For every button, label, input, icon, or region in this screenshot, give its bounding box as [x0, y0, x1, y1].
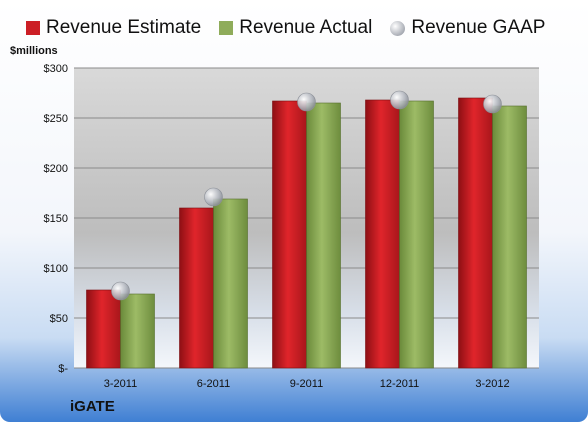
- bar-revenue-estimate: [365, 99, 400, 369]
- marker-revenue-gaap: [390, 90, 409, 110]
- bar-revenue-actual: [399, 100, 434, 369]
- legend-label-actual: Revenue Actual: [239, 17, 373, 38]
- legend-item-estimate: Revenue Estimate: [26, 17, 201, 39]
- y-tick-label: $250: [44, 113, 68, 125]
- y-tick-label: $150: [44, 213, 68, 225]
- x-tick-label: 12-2011: [380, 378, 420, 390]
- marker-revenue-gaap: [204, 187, 223, 207]
- marker-revenue-gaap: [111, 281, 130, 301]
- x-tick-label: 6-2011: [197, 378, 230, 390]
- legend-swatch-gaap: [390, 20, 406, 36]
- x-tick-label: 9-2011: [290, 378, 323, 390]
- y-tick-label: $300: [44, 63, 68, 75]
- y-tick-label: $-: [58, 363, 68, 375]
- bar-revenue-estimate: [179, 207, 214, 369]
- legend-swatch-actual: [219, 21, 234, 35]
- legend-label-estimate: Revenue Estimate: [46, 17, 202, 38]
- y-tick-label: $100: [44, 263, 68, 275]
- legend-item-actual: Revenue Actual: [219, 17, 372, 39]
- bar-revenue-estimate: [272, 100, 307, 369]
- legend-label-gaap: Revenue GAAP: [411, 17, 546, 38]
- legend: Revenue Estimate Revenue Actual Revenue …: [26, 14, 578, 42]
- bar-revenue-actual: [306, 102, 341, 369]
- x-tick-label: 3-2011: [104, 378, 137, 390]
- marker-revenue-gaap: [297, 92, 316, 112]
- bar-revenue-estimate: [86, 289, 121, 369]
- x-tick-label: 3-2012: [475, 378, 509, 390]
- bar-revenue-actual: [213, 198, 248, 369]
- company-label: iGATE: [70, 398, 115, 415]
- legend-swatch-estimate: [26, 21, 40, 35]
- bar-revenue-actual: [492, 105, 527, 369]
- marker-revenue-gaap: [483, 94, 502, 114]
- y-axis-unit-label: $millions: [10, 45, 58, 57]
- y-tick-label: $50: [50, 313, 68, 325]
- legend-item-gaap: Revenue GAAP: [390, 17, 545, 39]
- bar-revenue-actual: [120, 293, 155, 369]
- bar-revenue-estimate: [458, 97, 493, 369]
- y-tick-label: $200: [44, 163, 68, 175]
